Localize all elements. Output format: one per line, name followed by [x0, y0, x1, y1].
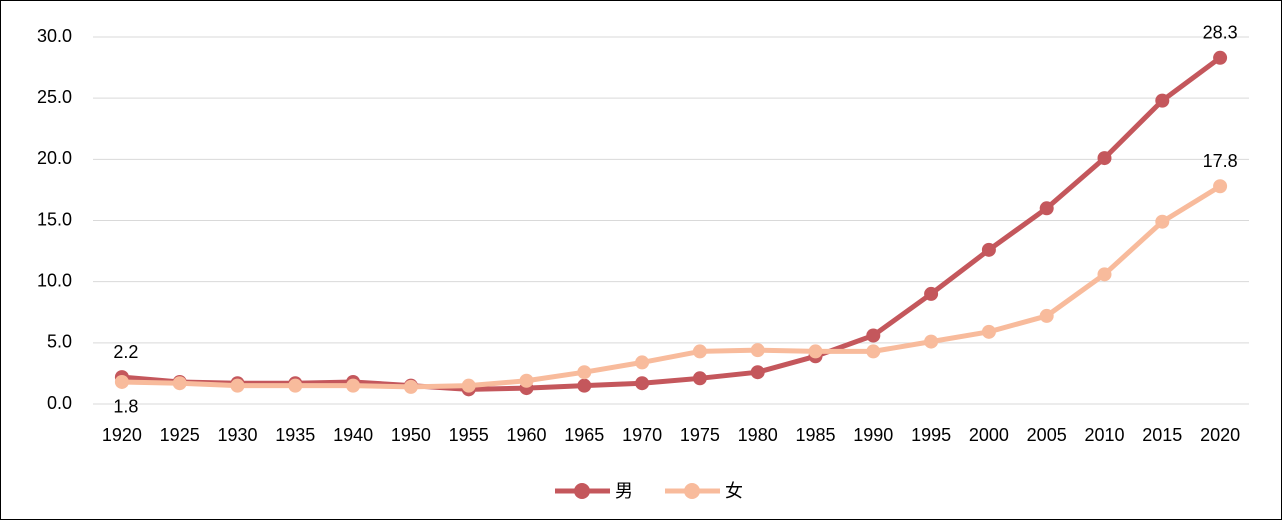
data-point [924, 334, 939, 349]
data-point [461, 378, 476, 393]
data-point [172, 376, 187, 391]
data-label: 2.2 [113, 342, 138, 362]
data-point [1097, 151, 1112, 166]
data-point [577, 378, 592, 393]
y-tick-label: 0.0 [47, 393, 72, 413]
data-point [114, 374, 129, 389]
data-point [692, 371, 707, 386]
data-point [1155, 214, 1170, 229]
data-label: 28.3 [1203, 23, 1238, 43]
x-tick-label: 1930 [217, 425, 257, 445]
x-tick-label: 1990 [853, 425, 893, 445]
legend-marker [574, 483, 590, 499]
legend-label: 女 [725, 481, 743, 501]
data-point [866, 328, 881, 343]
x-tick-label: 1960 [506, 425, 546, 445]
data-point [750, 343, 765, 358]
data-point [924, 286, 939, 301]
legend-label: 男 [615, 481, 633, 501]
x-tick-label: 1940 [333, 425, 373, 445]
y-tick-label: 30.0 [37, 26, 72, 46]
y-tick-label: 15.0 [37, 209, 72, 229]
x-tick-label: 1995 [911, 425, 951, 445]
x-tick-label: 1950 [391, 425, 431, 445]
data-label: 1.8 [113, 397, 138, 417]
x-tick-label: 1920 [102, 425, 142, 445]
data-point [692, 344, 707, 359]
data-point [403, 379, 418, 394]
data-point [1039, 201, 1054, 216]
data-point [346, 378, 361, 393]
data-point [577, 365, 592, 380]
data-point [808, 344, 823, 359]
data-point [288, 378, 303, 393]
x-tick-label: 1935 [275, 425, 315, 445]
x-tick-label: 1975 [680, 425, 720, 445]
series-line [121, 184, 1222, 390]
y-tick-label: 25.0 [37, 87, 72, 107]
legend-marker [684, 483, 700, 499]
y-tick-label: 10.0 [37, 270, 72, 290]
data-point [1213, 50, 1228, 65]
data-point [750, 365, 765, 380]
data-point [981, 242, 996, 257]
y-tick-label: 5.0 [47, 332, 72, 352]
data-point [635, 376, 650, 391]
series-line [121, 55, 1222, 392]
data-point [1155, 93, 1170, 108]
data-point [635, 355, 650, 370]
data-point [981, 324, 996, 339]
data-label: 17.8 [1203, 151, 1238, 171]
x-tick-label: 1985 [795, 425, 835, 445]
x-tick-label: 2020 [1200, 425, 1240, 445]
data-point [1097, 267, 1112, 282]
data-point [1039, 308, 1054, 323]
x-tick-label: 1955 [449, 425, 489, 445]
data-point [866, 344, 881, 359]
x-tick-label: 2010 [1084, 425, 1124, 445]
x-tick-label: 1925 [160, 425, 200, 445]
data-point [230, 378, 245, 393]
data-point [519, 373, 534, 388]
data-point [1213, 179, 1228, 194]
x-tick-label: 1965 [564, 425, 604, 445]
y-tick-label: 20.0 [37, 148, 72, 168]
x-tick-label: 1970 [622, 425, 662, 445]
x-tick-label: 2000 [969, 425, 1009, 445]
x-tick-label: 2005 [1027, 425, 1067, 445]
x-tick-label: 1980 [738, 425, 778, 445]
x-tick-label: 2015 [1142, 425, 1182, 445]
